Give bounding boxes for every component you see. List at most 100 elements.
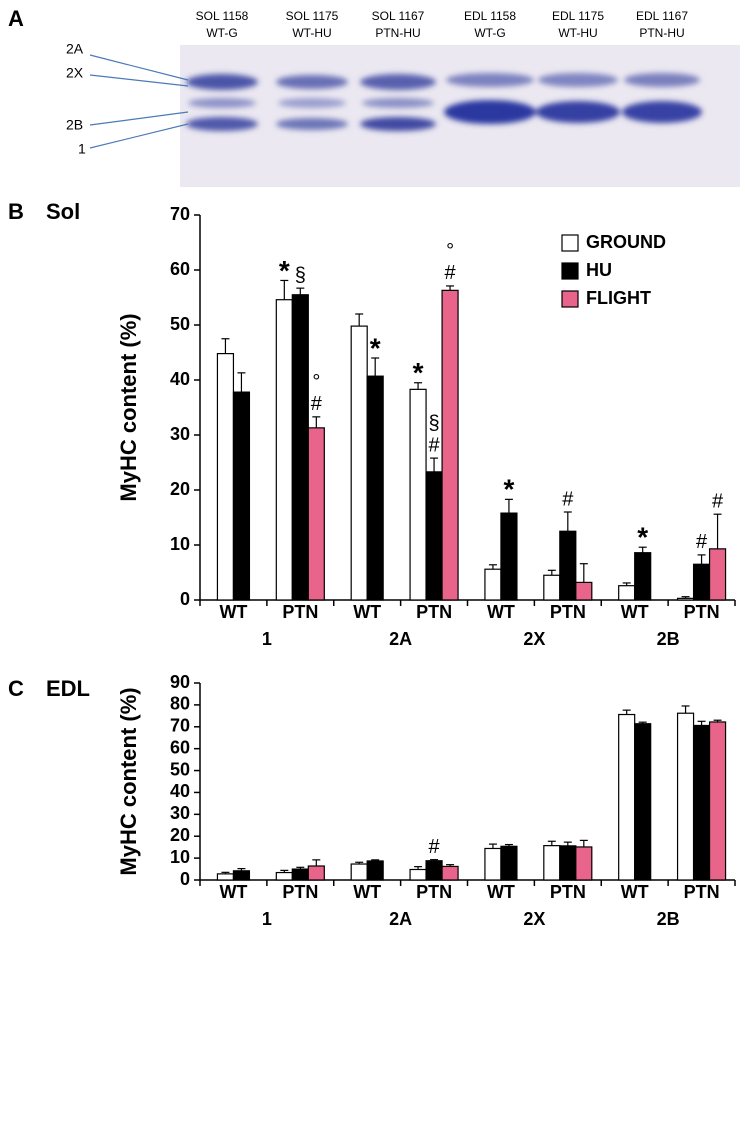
bar	[409, 868, 427, 881]
x-tick-label: WT	[219, 882, 247, 902]
lane-label: PTN-HU	[639, 26, 684, 40]
x-tick-label: PTN	[684, 602, 720, 622]
bar	[216, 353, 235, 601]
x-tick-label: PTN	[416, 602, 452, 622]
band-label: 2A	[66, 41, 84, 57]
legend-swatch	[561, 234, 579, 252]
bar	[708, 548, 727, 601]
x-tick-label: WT	[353, 602, 381, 622]
y-tick-label: 50	[170, 314, 190, 334]
bar	[575, 581, 593, 601]
bar	[618, 585, 636, 601]
significance-mark: #	[311, 393, 323, 415]
significance-mark: #	[562, 488, 574, 510]
y-tick-label: 90	[170, 672, 190, 692]
bar	[216, 873, 235, 881]
y-tick-label: 10	[170, 847, 190, 867]
x-tick-label: PTN	[282, 602, 318, 622]
band	[360, 74, 436, 90]
significance-mark: °	[312, 371, 320, 393]
bar	[500, 845, 518, 881]
significance-mark: #	[696, 531, 708, 553]
band	[276, 75, 348, 89]
lane-label: WT-G	[474, 26, 505, 40]
band	[622, 101, 702, 123]
bar	[350, 863, 368, 881]
y-tick-label: 60	[170, 259, 190, 279]
panel-label: A	[8, 6, 24, 31]
significance-mark: #	[445, 262, 457, 284]
y-tick-label: 70	[170, 716, 190, 736]
bar	[275, 299, 293, 601]
x-tick-label: PTN	[416, 882, 452, 902]
bar	[559, 530, 577, 601]
band	[188, 98, 256, 108]
bar	[275, 871, 293, 881]
y-tick-label: 0	[180, 869, 190, 889]
band	[186, 74, 258, 90]
bar	[425, 471, 443, 601]
bar	[634, 723, 652, 881]
y-tick-label: 70	[170, 204, 190, 224]
x-tick-label: WT	[621, 602, 649, 622]
band	[362, 98, 434, 108]
bar	[676, 712, 695, 881]
significance-mark: *	[279, 255, 290, 286]
band-label: 1	[78, 141, 86, 157]
significance-mark: §	[429, 412, 440, 434]
y-tick-label: 10	[170, 534, 190, 554]
band	[278, 98, 346, 108]
lane-label: EDL 1158	[464, 9, 516, 23]
y-tick-label: 30	[170, 803, 190, 823]
bar	[350, 325, 368, 601]
pointer	[89, 123, 189, 149]
group-label: 2X	[523, 629, 545, 649]
group-label: 2B	[657, 629, 680, 649]
significance-mark: #	[429, 836, 441, 858]
bar	[618, 713, 636, 881]
y-tick-label: 40	[170, 369, 190, 389]
lane-label: SOL 1158	[196, 9, 249, 23]
legend-label: GROUND	[586, 232, 666, 252]
group-label: 2X	[523, 909, 545, 929]
bar	[409, 388, 427, 601]
significance-mark: *	[370, 332, 381, 363]
x-tick-label: WT	[219, 602, 247, 622]
y-axis-label: MyHC content (%)	[116, 313, 141, 501]
bar	[366, 860, 384, 881]
x-tick-label: WT	[353, 882, 381, 902]
bar	[676, 597, 695, 601]
group-label: 1	[262, 909, 272, 929]
bar	[232, 870, 251, 881]
band	[446, 73, 534, 87]
significance-mark: #	[429, 434, 441, 456]
legend-swatch	[561, 290, 579, 308]
bar	[441, 865, 459, 881]
significance-mark: *	[637, 522, 648, 553]
bar	[232, 391, 251, 601]
lane-label: WT-HU	[292, 26, 331, 40]
group-label: 1	[262, 629, 272, 649]
legend-label: FLIGHT	[586, 288, 651, 308]
bar	[708, 721, 727, 881]
panel-title: EDL	[46, 676, 90, 701]
group-label: 2B	[657, 909, 680, 929]
pointer	[89, 54, 189, 81]
band	[276, 118, 348, 130]
bar	[425, 860, 443, 881]
x-tick-label: WT	[487, 882, 515, 902]
bar	[366, 375, 384, 601]
gel-bands	[186, 73, 702, 131]
bar	[441, 289, 459, 601]
legend-label: HU	[586, 260, 612, 280]
group-label: 2A	[389, 629, 412, 649]
x-tick-label: WT	[621, 882, 649, 902]
y-tick-label: 20	[170, 479, 190, 499]
panel-label: C	[8, 676, 24, 701]
lane-label: EDL 1167	[636, 9, 688, 23]
lane-label: SOL 1167	[372, 9, 425, 23]
band	[538, 73, 618, 87]
bar	[291, 868, 309, 881]
bar	[559, 845, 577, 881]
